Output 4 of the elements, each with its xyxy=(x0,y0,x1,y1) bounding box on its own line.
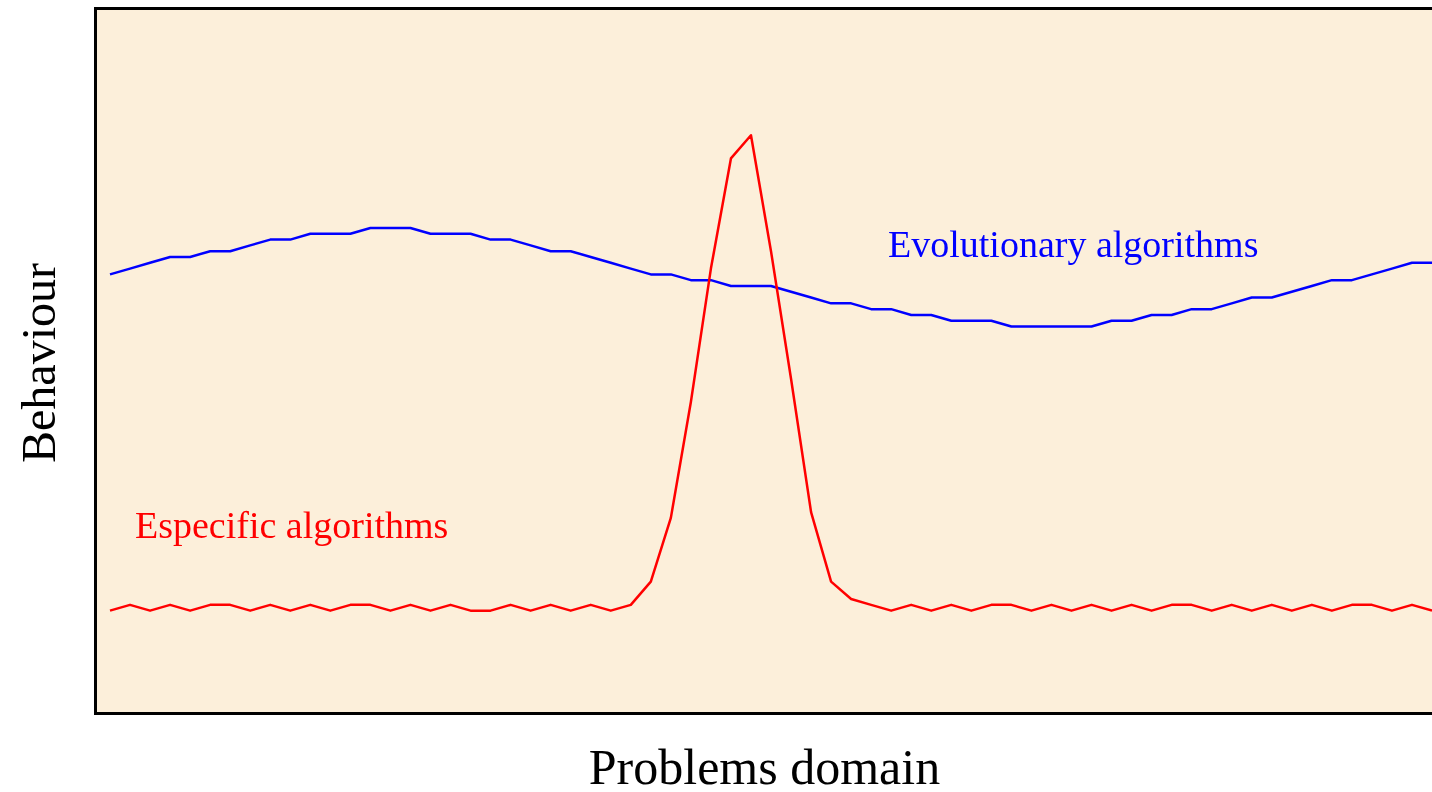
series-label: Evolutionary algorithms xyxy=(888,222,1259,266)
y-axis-title: Behaviour xyxy=(10,262,66,463)
x-axis-title: Problems domain xyxy=(587,738,942,792)
series-label: Especific algorithms xyxy=(135,503,449,547)
